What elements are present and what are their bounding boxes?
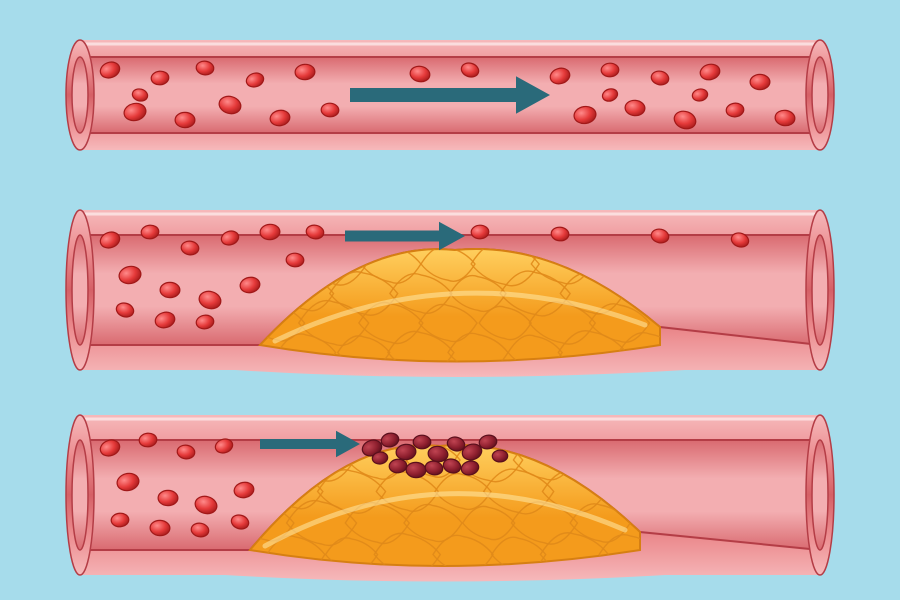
- artery-partial-plaque: [66, 210, 834, 377]
- red-blood-cell: [160, 282, 180, 298]
- red-blood-cell: [471, 225, 489, 239]
- red-blood-cell: [150, 520, 171, 536]
- red-blood-cell: [601, 63, 619, 77]
- artery-healthy: [66, 40, 834, 150]
- clot-cell: [492, 450, 508, 462]
- red-blood-cell: [321, 103, 339, 118]
- artery-blocked-clot: [66, 415, 834, 582]
- red-blood-cell: [286, 253, 304, 268]
- red-blood-cell: [158, 490, 178, 506]
- clot-cell: [389, 459, 408, 474]
- red-blood-cell: [750, 74, 770, 89]
- clot-cell: [406, 462, 427, 478]
- atherosclerosis-diagram: [0, 0, 900, 600]
- clot-cell: [413, 435, 431, 449]
- red-blood-cell: [175, 112, 195, 128]
- red-blood-cell: [111, 513, 130, 528]
